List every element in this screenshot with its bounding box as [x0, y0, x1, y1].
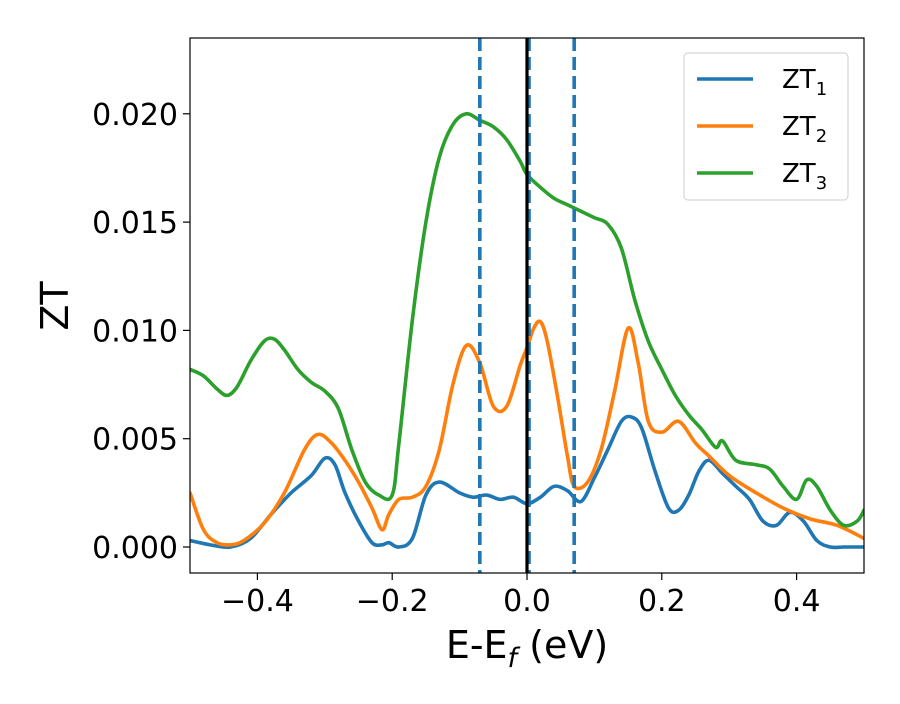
x-tick-label: −0.4 [221, 584, 294, 619]
legend-label-zt1: ZT1 [782, 65, 827, 100]
y-tick-label: 0.010 [92, 314, 178, 349]
series-line-zt3 [190, 111, 864, 528]
x-tick-label: 0.4 [773, 584, 821, 619]
legend-label-zt2: ZT2 [782, 112, 827, 147]
y-tick-label: 0.000 [92, 531, 178, 566]
x-tick-label: 0.2 [638, 584, 686, 619]
series-line-zt2 [190, 319, 864, 547]
x-tick-label: 0.0 [503, 584, 551, 619]
y-tick-label: 0.005 [92, 423, 178, 458]
legend-box [683, 52, 849, 201]
series-line-zt1 [190, 414, 864, 550]
legend-label-zt3: ZT3 [782, 159, 827, 194]
y-tick-label: 0.015 [92, 206, 178, 241]
legend: ZT1 ZT2 ZT3 [683, 52, 849, 201]
x-axis-title: E-Ef (eV) [446, 623, 608, 674]
y-axis-title: ZT [33, 281, 77, 331]
x-tick-label: −0.2 [356, 584, 429, 619]
y-tick-label: 0.020 [92, 98, 178, 133]
